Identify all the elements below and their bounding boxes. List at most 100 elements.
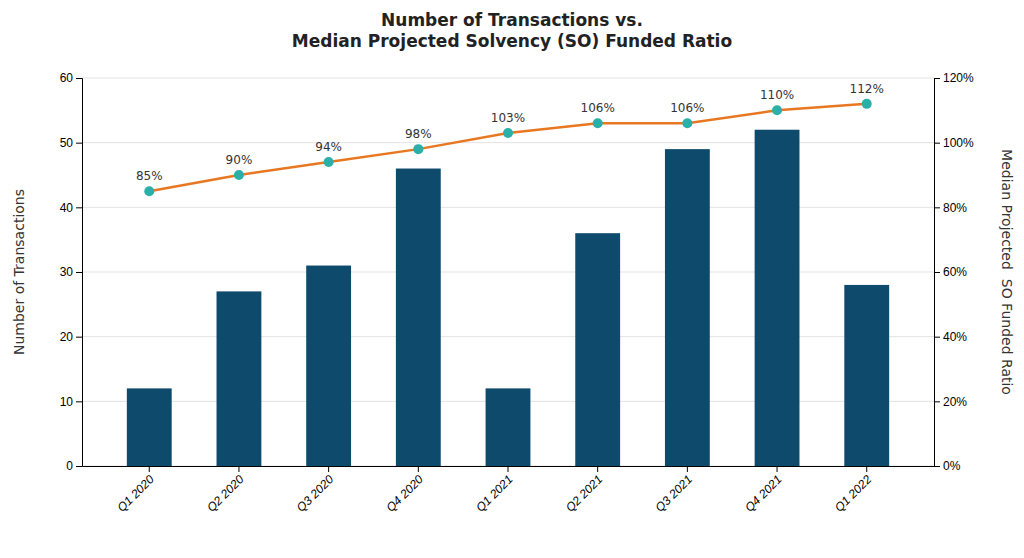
tick-label: Q1 2020 [114, 472, 157, 515]
tick-label: Q2 2021 [563, 472, 605, 514]
bars [127, 130, 889, 466]
tick-mark [418, 466, 419, 472]
tick-mark [934, 466, 940, 467]
bar [396, 169, 441, 466]
tick: Q4 2020 [383, 466, 426, 515]
tick: Q3 2020 [294, 466, 337, 515]
marker [772, 105, 782, 115]
tick-label: 10 [60, 395, 74, 409]
tick: 100% [934, 136, 974, 150]
tick-label: 0% [943, 459, 961, 473]
plot-area [127, 99, 889, 466]
tick-mark [76, 207, 82, 208]
tick-label: 0 [66, 459, 73, 473]
tick-label: 100% [943, 136, 974, 150]
y2-axis: 0% 20% 40% 60% 80% 100% 120% [934, 71, 974, 473]
data-labels: 85%90%94%98%103%106%106%110%112% [136, 82, 884, 183]
data-label: 85% [136, 169, 163, 183]
tick: 50 [60, 136, 82, 150]
axis-line [935, 79, 941, 467]
tick-mark [76, 337, 82, 338]
tick-mark [866, 466, 867, 472]
tick-mark [76, 143, 82, 144]
tick: 0 [66, 459, 82, 473]
tick-label: Q4 2020 [383, 472, 426, 515]
grid-line [82, 78, 934, 79]
tick-mark [328, 466, 329, 472]
grid-line [82, 336, 934, 337]
tick-mark [934, 272, 940, 273]
tick-mark [934, 207, 940, 208]
tick: 30 [60, 265, 82, 279]
bar [844, 285, 889, 466]
data-label: 103% [491, 111, 525, 125]
tick-label: 20% [943, 395, 967, 409]
tick: Q2 2021 [563, 466, 605, 515]
tick-label: Q2 2020 [204, 472, 247, 515]
marker [503, 128, 513, 138]
bar [665, 149, 710, 466]
tick-label: Q1 2021 [473, 472, 515, 514]
data-label: 106% [670, 101, 704, 115]
grid-line [82, 142, 934, 143]
marker [234, 170, 244, 180]
tick-label: 60% [943, 265, 967, 279]
tick-mark [76, 401, 82, 402]
markers [144, 99, 871, 196]
tick: Q1 2021 [473, 466, 515, 515]
bar [486, 388, 531, 466]
bar [217, 291, 262, 466]
tick-label: 40 [60, 201, 74, 215]
y-axis-title: Number of Transactions [11, 189, 27, 355]
tick-mark [149, 466, 150, 472]
tick: 0% [934, 459, 961, 473]
tick: Q4 2021 [742, 466, 784, 515]
tick-label: 40% [943, 330, 967, 344]
tick-label: Q4 2021 [742, 472, 784, 514]
marker [324, 157, 334, 167]
bar [306, 266, 351, 466]
data-label: 98% [405, 127, 432, 141]
tick: Q3 2021 [653, 466, 695, 515]
bar [127, 388, 172, 466]
data-label: 90% [226, 153, 253, 167]
marker [593, 118, 603, 128]
tick: 40% [934, 330, 967, 344]
tick-mark [508, 466, 509, 472]
tick-label: Q3 2021 [653, 472, 695, 514]
tick-label: Q3 2020 [294, 472, 337, 515]
tick-mark [777, 466, 778, 472]
axis-line [76, 79, 83, 467]
y-axis: 0102030405060 [60, 71, 83, 473]
tick-mark [934, 78, 940, 79]
tick: 20 [60, 330, 82, 344]
tick-mark [597, 466, 598, 472]
title-line: Number of Transactions vs. [381, 10, 643, 30]
data-label: 106% [581, 101, 615, 115]
tick-mark [687, 466, 688, 472]
tick-label: 80% [943, 201, 967, 215]
data-label: 110% [760, 88, 794, 102]
tick-mark [76, 272, 82, 273]
tick-mark [76, 78, 82, 79]
title-line: Median Projected Solvency (SO) Funded Ra… [292, 31, 732, 51]
tick-mark [934, 337, 940, 338]
tick-label: Q1 2022 [832, 472, 875, 515]
tick: 20% [934, 395, 967, 409]
tick-label: 120% [943, 71, 974, 85]
chart: Number of Transactions vs.Median Project… [0, 0, 1024, 558]
tick: Q2 2020 [204, 466, 247, 515]
grid-line [82, 272, 934, 273]
marker [862, 99, 872, 109]
tick-label: 20 [60, 330, 74, 344]
tick-label: 30 [60, 265, 74, 279]
tick-mark [76, 466, 82, 467]
tick: 80% [934, 201, 967, 215]
marker [413, 144, 423, 154]
tick: 40 [60, 201, 82, 215]
line [149, 104, 866, 191]
tick: Q1 2020 [114, 466, 157, 515]
tick: 60% [934, 265, 967, 279]
grid [82, 78, 934, 466]
title: Number of Transactions vs.Median Project… [292, 10, 732, 51]
